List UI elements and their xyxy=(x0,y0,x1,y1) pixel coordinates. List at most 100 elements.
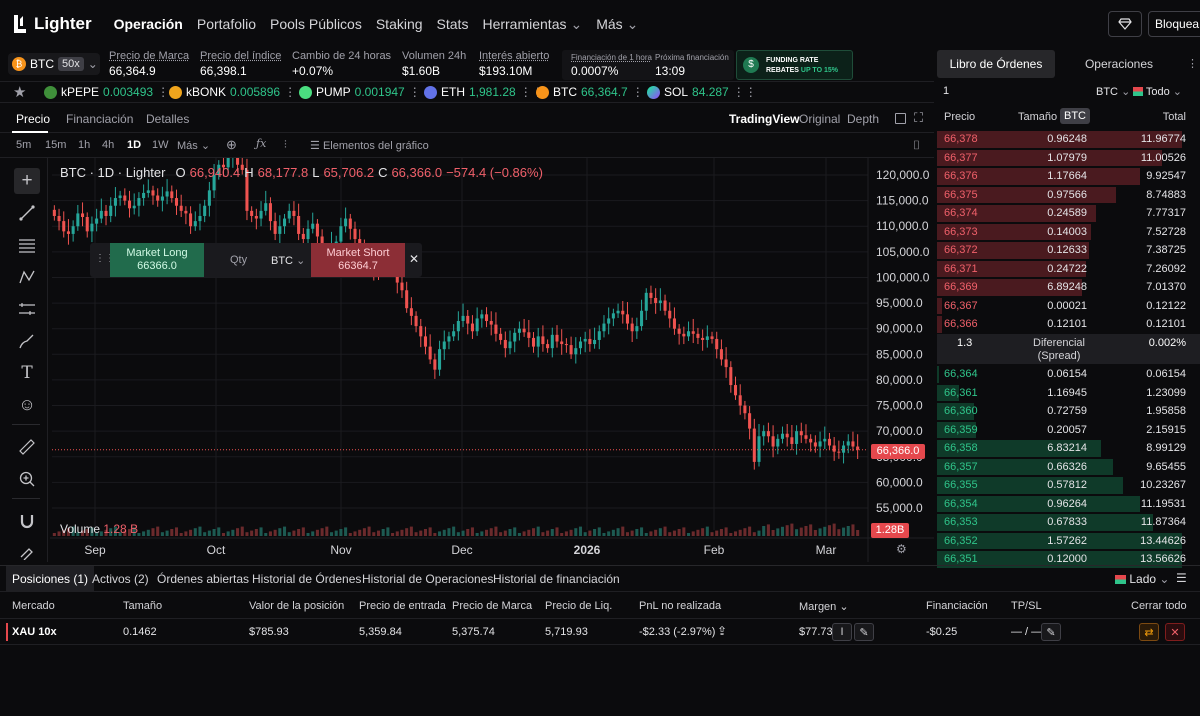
trendline-icon[interactable] xyxy=(14,200,40,226)
col-margin[interactable]: Margen ⌄ xyxy=(799,600,849,613)
tab-order-book[interactable]: Libro de Órdenes xyxy=(937,50,1055,78)
timeframe-1w[interactable]: 1W xyxy=(152,139,169,151)
draw-lock-icon[interactable] xyxy=(14,538,40,564)
ask-row[interactable]: 66,378 0.96248 11.96774 xyxy=(937,130,1200,149)
market-selector[interactable]: ₿ BTC 50x ⌄ xyxy=(8,53,100,75)
brand-logo[interactable]: Lighter xyxy=(12,14,92,34)
symbol-select[interactable]: BTC ⌄ xyxy=(1096,85,1130,98)
favorite-eth[interactable]: ETH 1,981.28 ⋮⋮ xyxy=(424,85,544,99)
reverse-position-button[interactable]: ⇄ xyxy=(1139,623,1159,641)
nav-stats[interactable]: Stats xyxy=(437,16,469,32)
bid-row[interactable]: 66,359 0.20057 2.15915 xyxy=(937,421,1200,440)
tab-financiacion[interactable]: Financiación xyxy=(66,112,133,126)
tab-trade-history[interactable]: Historial de Operaciones xyxy=(356,566,499,592)
close-icon[interactable]: ✕ xyxy=(409,252,420,266)
favorite-kbonk[interactable]: kBONK 0.005896 ⋮⋮ xyxy=(169,85,308,99)
fullscreen-icon[interactable]: ⛶ xyxy=(914,110,924,125)
nav-herramientas[interactable]: Herramientas ⌄ xyxy=(482,16,582,33)
nav-staking[interactable]: Staking xyxy=(376,16,423,32)
bid-row[interactable]: 66,358 6.83214 8.99129 xyxy=(937,439,1200,458)
ask-row[interactable]: 66,372 0.12633 7.38725 xyxy=(937,241,1200,260)
pattern-icon[interactable] xyxy=(14,264,40,290)
nav-pools[interactable]: Pools Públicos xyxy=(270,16,362,32)
tab-assets[interactable]: Activos (2) xyxy=(86,566,155,592)
position-row[interactable]: XAU 10x 0.1462 $785.93 5,359.84 5,375.74… xyxy=(0,619,1200,645)
qty-input[interactable]: Qty xyxy=(230,254,247,266)
leverage-badge[interactable]: 50x xyxy=(58,57,84,71)
funding-rebate-banner[interactable]: $ FUNDING RATE REBATES UP TO 15% xyxy=(736,50,853,80)
timeframe-5m[interactable]: 5m xyxy=(16,139,31,151)
market-long-button[interactable]: Market Long 66366.0 xyxy=(110,243,204,277)
bid-row[interactable]: 66,353 0.67833 11.87364 xyxy=(937,513,1200,532)
drag-handle-icon[interactable]: ⋮⋮ xyxy=(732,85,757,99)
add-indicator-icon[interactable]: ⊕ xyxy=(226,137,237,152)
price-chart[interactable]: 120,000.0 115,000.0 110,000.0 105,000.0 100,… xyxy=(50,139,934,562)
tab-open-orders[interactable]: Órdenes abiertas xyxy=(151,566,255,592)
ask-row[interactable]: 66,371 0.24722 7.26092 xyxy=(937,260,1200,279)
zoom-in-icon[interactable] xyxy=(14,466,40,492)
text-icon[interactable]: T xyxy=(21,363,33,383)
position-market[interactable]: XAU 10x xyxy=(12,626,57,638)
fib-icon[interactable] xyxy=(14,232,40,258)
bid-row[interactable]: 66,361 1.16945 1.23099 xyxy=(937,384,1200,403)
tab-detalles[interactable]: Detalles xyxy=(146,112,189,126)
ruler-icon[interactable] xyxy=(14,434,40,460)
compare-icon[interactable]: ⫶ xyxy=(284,139,287,151)
star-icon[interactable]: ★ xyxy=(13,84,27,101)
group-select[interactable]: 1 xyxy=(943,85,949,97)
side-sort-select[interactable]: Lado ⌄ xyxy=(1115,572,1169,586)
emoji-icon[interactable]: ☺ xyxy=(18,395,36,414)
favorite-sol[interactable]: SOL 84.287 ⋮⋮ xyxy=(647,85,757,99)
crosshair-icon[interactable]: + xyxy=(14,168,40,194)
bid-row[interactable]: 66,357 0.66326 9.65455 xyxy=(937,458,1200,477)
brush-icon[interactable] xyxy=(14,328,40,354)
ask-row[interactable]: 66,374 0.24589 7.77317 xyxy=(937,204,1200,223)
chart-elements-button[interactable]: ☰ Elementos del gráfico xyxy=(310,139,429,152)
ask-row[interactable]: 66,366 0.12101 0.12101 xyxy=(937,315,1200,334)
bid-row[interactable]: 66,360 0.72759 1.95858 xyxy=(937,402,1200,421)
ask-row[interactable]: 66,367 0.00021 0.12122 xyxy=(937,297,1200,316)
timeframe-1d[interactable]: 1D xyxy=(127,139,141,151)
market-short-button[interactable]: Market Short 66364.7 xyxy=(311,243,405,277)
magnet-icon[interactable] xyxy=(14,508,40,534)
bid-row[interactable]: 66,351 0.12000 13.56626 xyxy=(937,550,1200,569)
bid-row[interactable]: 66,354 0.96264 11.19531 xyxy=(937,495,1200,514)
margin-info-button[interactable]: I xyxy=(832,623,852,641)
drag-handle-icon[interactable]: ⋮⋮ xyxy=(95,253,115,264)
nav-mas[interactable]: Más ⌄ xyxy=(596,16,638,33)
favorite-btc[interactable]: BTC 66,364.7 ⋮⋮ xyxy=(536,85,656,99)
camera-icon[interactable]: ⌷ xyxy=(913,138,921,152)
share-icon[interactable]: ⇪ xyxy=(717,624,728,638)
ask-row[interactable]: 66,377 1.07979 11.00526 xyxy=(937,149,1200,168)
tab-funding-history[interactable]: Historial de financiación xyxy=(487,566,626,592)
close-all-button[interactable]: Cerrar todo xyxy=(1131,600,1187,612)
favorite-pump[interactable]: PUMP 0.001947 ⋮⋮ xyxy=(299,85,433,99)
tab-trades[interactable]: Operaciones xyxy=(1055,50,1183,78)
bid-row[interactable]: 66,364 0.06154 0.06154 xyxy=(937,365,1200,384)
formula-icon[interactable]: ƒx xyxy=(256,137,267,150)
tab-precio[interactable]: Precio xyxy=(16,112,50,126)
price-chart-svg[interactable]: 120,000.0 115,000.0 110,000.0 105,000.0 100,… xyxy=(50,139,934,562)
forecast-icon[interactable] xyxy=(14,296,40,322)
ask-row[interactable]: 66,369 6.89248 7.01370 xyxy=(937,278,1200,297)
timeframe-15m[interactable]: 15m xyxy=(45,139,66,151)
view-depth[interactable]: Depth xyxy=(847,112,879,126)
bid-row[interactable]: 66,352 1.57262 13.44626 xyxy=(937,532,1200,551)
view-tradingview[interactable]: TradingView xyxy=(729,112,799,126)
size-unit-toggle[interactable]: BTC xyxy=(1060,108,1090,124)
ask-row[interactable]: 66,373 0.14003 7.52728 xyxy=(937,223,1200,242)
tab-order-history[interactable]: Historial de Órdenes xyxy=(246,566,367,592)
close-position-button[interactable]: ✕ xyxy=(1165,623,1185,641)
lock-button[interactable]: Bloquea xyxy=(1148,11,1200,37)
ask-row[interactable]: 66,375 0.97566 8.74883 xyxy=(937,186,1200,205)
ask-row[interactable]: 66,376 1.17664 9.92547 xyxy=(937,167,1200,186)
diamond-button[interactable] xyxy=(1108,11,1142,37)
nav-operacion[interactable]: Operación xyxy=(114,16,183,32)
nav-portafolio[interactable]: Portafolio xyxy=(197,16,256,32)
timeframe-1h[interactable]: 1h xyxy=(78,139,90,151)
tab-positions[interactable]: Posiciones (1) xyxy=(6,566,95,592)
side-view-select[interactable]: Todo ⌄ xyxy=(1133,85,1182,98)
edit-margin-button[interactable]: ✎ xyxy=(854,623,874,641)
qty-unit-select[interactable]: BTC ⌄ xyxy=(271,254,305,267)
